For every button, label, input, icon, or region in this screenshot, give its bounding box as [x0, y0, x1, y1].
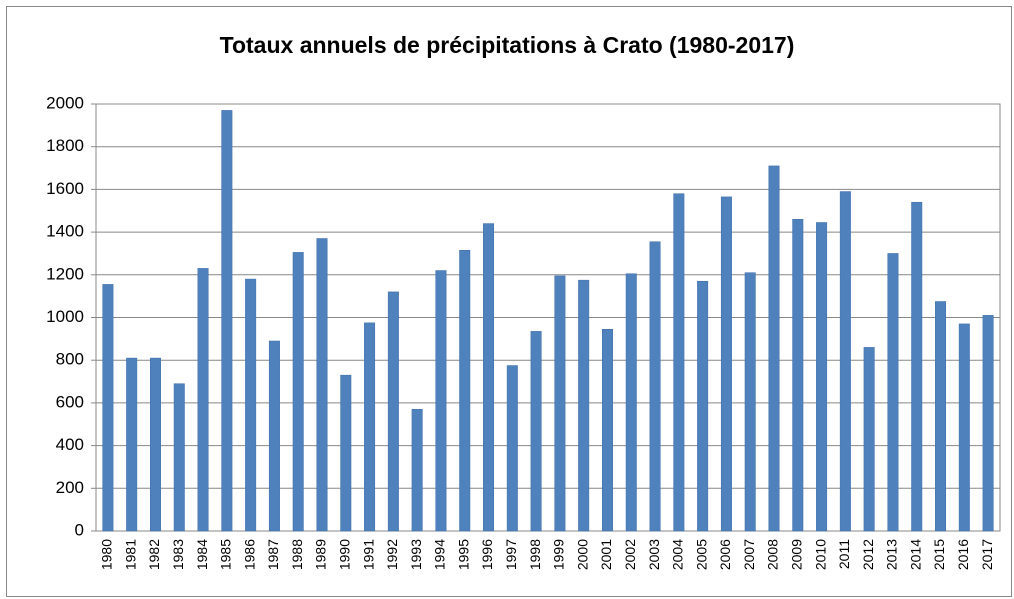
x-tick-label: 1987 — [265, 539, 281, 570]
y-tick-label: 600 — [56, 392, 84, 411]
y-tick-label: 1400 — [46, 222, 84, 241]
bar — [149, 357, 161, 532]
x-tick-label: 1984 — [194, 539, 210, 570]
x-tick-label: 1997 — [503, 539, 519, 570]
x-tick-label: 2006 — [717, 539, 733, 570]
x-tick-label: 1985 — [218, 539, 234, 570]
y-tick-label: 1000 — [46, 307, 84, 326]
bar — [673, 193, 685, 532]
bar — [102, 284, 114, 532]
bar — [483, 223, 495, 532]
bar — [221, 110, 233, 532]
bar — [697, 280, 709, 532]
x-tick-label: 2011 — [836, 539, 852, 569]
bar — [935, 301, 947, 532]
x-tick-label: 2014 — [907, 539, 923, 570]
bar — [887, 253, 899, 532]
x-tick-label: 2005 — [693, 539, 709, 570]
x-tick-label: 1999 — [551, 539, 567, 570]
bar — [720, 196, 732, 532]
bar — [292, 252, 304, 532]
x-tick-label: 1990 — [336, 539, 352, 570]
bar — [245, 278, 257, 532]
y-tick-label: 1200 — [46, 264, 84, 283]
x-tick-label: 2016 — [955, 539, 971, 570]
bar — [197, 268, 209, 532]
x-tick-label: 2001 — [598, 539, 614, 570]
x-tick-label: 1995 — [455, 539, 471, 570]
x-tick-label: 2004 — [670, 539, 686, 570]
x-tick-label: 2013 — [884, 539, 900, 570]
bar — [173, 383, 185, 532]
x-tick-label: 1986 — [241, 539, 257, 570]
bar — [982, 315, 994, 532]
x-tick-label: 1983 — [170, 539, 186, 570]
x-tick-label: 1996 — [479, 539, 495, 570]
bar — [958, 323, 970, 532]
x-tick-label: 1982 — [146, 539, 162, 570]
bar — [126, 357, 138, 532]
bar — [411, 409, 423, 532]
bar — [744, 272, 756, 532]
bar — [578, 279, 590, 532]
x-tick-label: 1998 — [527, 539, 543, 570]
bar — [625, 273, 637, 532]
x-tick-label: 2008 — [765, 539, 781, 570]
chart-title: Totaux annuels de précipitations à Crato… — [220, 32, 795, 58]
x-tick-label: 2002 — [622, 539, 638, 570]
x-tick-label: 2000 — [574, 539, 590, 570]
bar — [601, 328, 613, 532]
x-tick-label: 2009 — [788, 539, 804, 570]
x-tick-label: 1994 — [432, 539, 448, 570]
x-tick-label: 1993 — [408, 539, 424, 570]
bar — [863, 347, 875, 532]
y-tick-label: 1600 — [46, 179, 84, 198]
y-tick-label: 800 — [56, 350, 84, 369]
x-tick-label: 2003 — [646, 539, 662, 570]
x-tick-label: 2012 — [860, 539, 876, 570]
bar — [340, 374, 352, 532]
y-tick-label: 400 — [56, 435, 84, 454]
bar — [839, 191, 851, 532]
x-tick-label: 1992 — [384, 539, 400, 570]
y-tick-label: 200 — [56, 478, 84, 497]
x-tick-label: 1989 — [313, 539, 329, 570]
x-tick-label: 2015 — [931, 539, 947, 570]
x-tick-label: 2010 — [812, 539, 828, 570]
bar — [792, 219, 804, 532]
bar — [911, 201, 923, 532]
bar — [649, 241, 661, 532]
x-tick-label: 1980 — [99, 539, 115, 570]
bar — [268, 340, 280, 532]
x-tick-label: 1991 — [360, 539, 376, 570]
y-tick-label: 1800 — [46, 136, 84, 155]
bar — [554, 275, 566, 532]
bar — [768, 165, 780, 532]
y-tick-label: 0 — [75, 520, 84, 539]
x-tick-label: 1988 — [289, 539, 305, 570]
y-tick-label: 2000 — [46, 93, 84, 112]
x-tick-label: 2007 — [741, 539, 757, 570]
bar — [530, 331, 542, 532]
bar — [387, 291, 399, 532]
bar — [459, 249, 471, 532]
x-tick-label: 1981 — [122, 539, 138, 570]
bar — [364, 322, 376, 532]
bar — [435, 270, 447, 532]
x-tick-label: 2017 — [979, 539, 995, 570]
bar — [816, 222, 828, 532]
bar — [316, 238, 328, 532]
bar — [506, 365, 518, 532]
